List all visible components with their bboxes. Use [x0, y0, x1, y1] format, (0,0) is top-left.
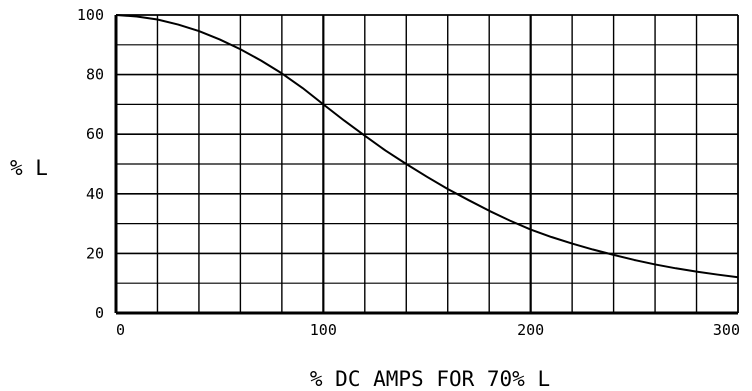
y-axis-label: % L [10, 156, 48, 180]
y-tick-label: 80 [86, 66, 104, 84]
x-axis-label: % DC AMPS FOR 70% L [310, 367, 550, 391]
grid [116, 15, 738, 313]
y-tick-label: 100 [77, 6, 104, 24]
x-tick-label: 300 [713, 321, 740, 339]
x-tick-label: 200 [517, 321, 544, 339]
tick-labels: 0 20 40 60 80 100 0 100 200 300 [77, 6, 740, 339]
series-line-0 [115, 14, 739, 279]
y-tick-label: 20 [86, 244, 104, 262]
y-tick-label: 0 [95, 304, 104, 322]
x-tick-label: 0 [116, 321, 125, 339]
y-tick-label: 40 [86, 185, 104, 203]
y-tick-label: 60 [86, 125, 104, 143]
plot-frame [114, 14, 739, 315]
x-tick-label: 100 [310, 321, 337, 339]
series-group [115, 14, 739, 279]
